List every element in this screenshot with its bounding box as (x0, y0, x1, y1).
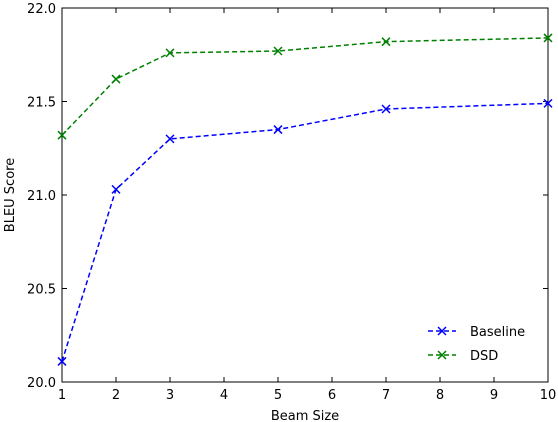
x-tick-label: 10 (540, 388, 557, 403)
legend-entry-baseline: Baseline (428, 325, 525, 340)
series-dsd (57, 33, 553, 140)
y-tick-label: 21.5 (27, 96, 56, 111)
legend-entry-dsd: DSD (428, 349, 498, 364)
legend-label: Baseline (470, 325, 525, 340)
data-point (543, 33, 553, 43)
legend: Baseline DSD (428, 325, 525, 364)
data-point (273, 46, 283, 56)
legend-label: DSD (470, 349, 498, 364)
y-axis-ticks: 20.0 20.5 21.0 21.5 22.0 (27, 2, 548, 391)
data-point (273, 125, 283, 135)
x-tick-label: 7 (382, 388, 390, 403)
series-layer (57, 33, 553, 366)
x-tick-label: 8 (436, 388, 444, 403)
y-tick-label: 20.5 (27, 283, 56, 298)
data-point (165, 48, 175, 58)
series-line (61, 37, 549, 136)
data-point (381, 104, 391, 114)
data-point (381, 37, 391, 47)
x-axis-label: Beam Size (271, 409, 339, 422)
data-point (165, 134, 175, 144)
series-baseline (57, 98, 553, 366)
y-tick-label: 21.0 (27, 189, 56, 204)
data-point (111, 74, 121, 84)
x-tick-label: 1 (58, 388, 66, 403)
data-point (57, 130, 67, 140)
x-tick-label: 6 (328, 388, 336, 403)
x-tick-label: 4 (220, 388, 228, 403)
x-tick-label: 9 (490, 388, 498, 403)
x-axis-ticks: 1 2 3 4 5 6 7 8 9 10 (58, 8, 556, 403)
data-point (543, 98, 553, 108)
y-axis-label: BLEU Score (3, 158, 18, 232)
data-point (57, 356, 67, 366)
y-tick-label: 20.0 (27, 376, 56, 391)
y-tick-label: 22.0 (27, 2, 56, 17)
x-tick-label: 2 (112, 388, 120, 403)
x-tick-label: 3 (166, 388, 174, 403)
x-tick-label: 5 (274, 388, 282, 403)
series-line (61, 102, 549, 362)
data-point (111, 184, 121, 194)
